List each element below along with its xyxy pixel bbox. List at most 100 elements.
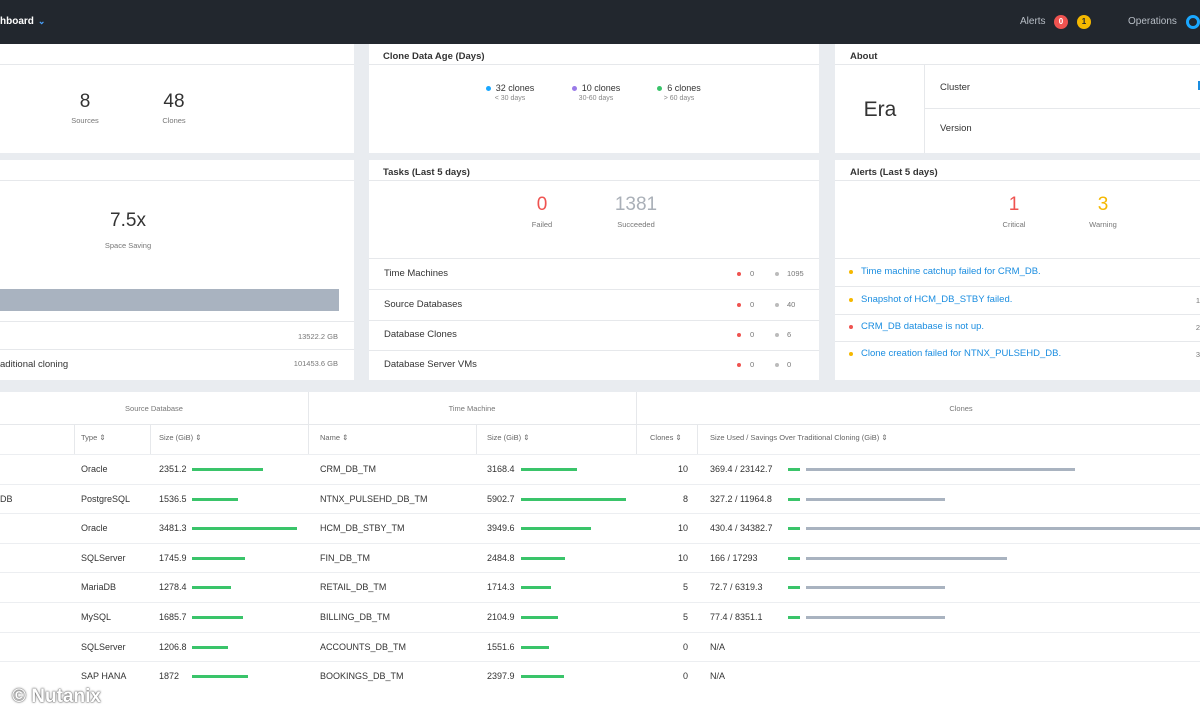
nav-label: hboard bbox=[0, 16, 34, 27]
task-succeeded-value: 6 bbox=[787, 330, 792, 339]
clones-count: 48 bbox=[163, 91, 185, 112]
db-type: MySQL bbox=[81, 612, 112, 622]
time-machine-name[interactable]: FIN_DB_TM bbox=[320, 552, 371, 563]
failed-tasks-count[interactable]: 0 bbox=[536, 194, 548, 215]
db-type: SQLServer bbox=[81, 641, 126, 652]
operations-status-icon[interactable] bbox=[1186, 15, 1200, 29]
alert-text[interactable]: Time machine catchup failed for CRM_DB. bbox=[861, 266, 1041, 277]
table-row[interactable]: MySQL 1685.7 BILLING_DB_TM 2104.9 5 77.4 / 83… bbox=[0, 602, 1200, 632]
divider bbox=[369, 320, 819, 321]
column-header-type[interactable]: Type ⇕ bbox=[81, 433, 106, 442]
table-row[interactable]: MariaDB 1278.4 RETAIL_DB_TM 1714.3 5 72.7 / 6… bbox=[0, 572, 1200, 602]
legend-dot bbox=[571, 86, 577, 92]
card-title: About bbox=[850, 51, 878, 62]
legend-sublabel: 30-60 days bbox=[578, 95, 614, 102]
task-succeeded-value: 40 bbox=[787, 300, 796, 309]
alerts-menu[interactable]: Alerts bbox=[1020, 16, 1046, 27]
tm-size: 1714.3 bbox=[487, 582, 515, 593]
succeeded-dot bbox=[775, 303, 779, 307]
savings-bar-track bbox=[0, 289, 339, 311]
space-saving-ratio: 7.5x bbox=[110, 210, 146, 231]
column-header-name[interactable]: Name ⇕ bbox=[320, 433, 349, 442]
operations-menu[interactable]: Operations bbox=[1128, 16, 1177, 27]
db-size-bar bbox=[192, 468, 263, 471]
time-machine-name[interactable]: BOOKINGS_DB_TM bbox=[320, 671, 404, 682]
era-logo: Era bbox=[863, 98, 897, 121]
succeeded-tasks-count[interactable]: 1381 bbox=[614, 194, 658, 215]
tm-size-bar bbox=[521, 468, 577, 471]
tm-size: 2104.9 bbox=[487, 612, 515, 622]
alert-time: 2 bbox=[1195, 323, 1200, 332]
tm-size-bar bbox=[521, 616, 558, 619]
size-used-bar bbox=[788, 616, 800, 619]
db-size-bar bbox=[192, 497, 238, 501]
critical-alerts-count[interactable]: 1 bbox=[1008, 194, 1020, 215]
table-row[interactable]: Oracle 3481.3 HCM_DB_STBY_TM 3949.6 10 430.4 … bbox=[0, 513, 1200, 543]
clone-count: 8 bbox=[682, 493, 688, 504]
divider bbox=[369, 350, 819, 351]
size-used-bar bbox=[788, 468, 800, 471]
summary-card: 8 Sources 48 Clones bbox=[0, 44, 354, 153]
legend-item: 6 clones > 60 days bbox=[634, 83, 724, 102]
alert-text[interactable]: Snapshot of HCM_DB_STBY failed. bbox=[861, 294, 1013, 305]
divider bbox=[636, 392, 637, 424]
clone-count: 0 bbox=[682, 671, 688, 682]
tm-size-bar bbox=[521, 556, 565, 560]
failed-tasks-label: Failed bbox=[531, 220, 553, 229]
failed-dot bbox=[737, 333, 741, 337]
failed-dot bbox=[737, 363, 741, 367]
divider bbox=[636, 424, 637, 454]
column-header-size[interactable]: Size (GiB) ⇕ bbox=[159, 433, 202, 442]
time-machine-name[interactable]: RETAIL_DB_TM bbox=[320, 582, 387, 593]
time-machine-name[interactable]: BILLING_DB_TM bbox=[320, 612, 391, 622]
cluster-link[interactable] bbox=[1198, 81, 1200, 90]
size-used-savings: 72.7 / 6319.3 bbox=[710, 582, 763, 593]
task-row-database-clones[interactable]: Database Clones 0 6 bbox=[369, 320, 818, 350]
table-row[interactable]: SAP HANA 1872 BOOKINGS_DB_TM 2397.9 0 N/A bbox=[0, 661, 1200, 691]
dashboard-nav-menu[interactable]: hboard ⌄ bbox=[0, 16, 45, 27]
alert-item[interactable]: CRM_DB database is not up. 2 bbox=[835, 314, 1200, 341]
column-header-tm-size[interactable]: Size (GiB) ⇕ bbox=[487, 433, 530, 442]
legend-sublabel: > 60 days bbox=[663, 95, 695, 102]
divider bbox=[0, 349, 354, 350]
size-used-bar bbox=[788, 586, 800, 590]
alert-item[interactable]: Clone creation failed for NTNX_PULSEHD_D… bbox=[835, 341, 1200, 368]
card-title: Tasks (Last 5 days) bbox=[383, 167, 470, 178]
task-row-source-databases[interactable]: Source Databases 0 40 bbox=[369, 290, 818, 320]
era-logo-box: Era bbox=[835, 65, 925, 153]
alert-item[interactable]: Snapshot of HCM_DB_STBY failed. 1 bbox=[835, 287, 1200, 314]
critical-alerts-badge[interactable]: 0 bbox=[1054, 15, 1068, 29]
time-machine-name[interactable]: HCM_DB_STBY_TM bbox=[320, 523, 405, 534]
critical-alerts-label: Critical bbox=[1002, 220, 1026, 229]
table-row[interactable]: DB PostgreSQL 1536.5 NTNX_PULSEHD_DB_TM 5902… bbox=[0, 483, 1200, 514]
column-header-clones[interactable]: Clones ⇕ bbox=[650, 433, 682, 442]
alert-item[interactable]: Time machine catchup failed for CRM_DB. bbox=[835, 259, 1200, 286]
task-failed-value: 0 bbox=[750, 300, 755, 309]
alert-time: 3 bbox=[1195, 350, 1200, 359]
db-size: 1206.8 bbox=[159, 641, 187, 652]
warning-dot bbox=[849, 352, 853, 356]
alert-text[interactable]: Clone creation failed for NTNX_PULSEHD_D… bbox=[861, 348, 1062, 359]
table-row[interactable]: SQLServer 1206.8 ACCOUNTS_DB_TM 1551.6 0 N/A bbox=[0, 631, 1200, 662]
time-machine-name[interactable]: NTNX_PULSEHD_DB_TM bbox=[320, 493, 428, 504]
legend-dot bbox=[657, 86, 663, 92]
card-title: Alerts (Last 5 days) bbox=[850, 167, 938, 178]
task-row-time-machines[interactable]: Time Machines 0 1095 bbox=[369, 259, 818, 289]
db-size: 3481.3 bbox=[159, 523, 187, 534]
db-size-bar bbox=[192, 527, 297, 531]
size-used-bar bbox=[788, 497, 800, 501]
sources-label: Sources bbox=[71, 116, 99, 125]
task-failed-value: 0 bbox=[750, 330, 755, 339]
table-row[interactable]: SQLServer 1745.9 FIN_DB_TM 2484.8 10 166 / 17… bbox=[0, 542, 1200, 573]
task-row-database-server-vms[interactable]: Database Server VMs 0 0 bbox=[369, 350, 818, 380]
warning-alerts-count[interactable]: 3 bbox=[1097, 194, 1109, 215]
time-machine-name[interactable]: CRM_DB_TM bbox=[320, 464, 377, 474]
alert-text[interactable]: CRM_DB database is not up. bbox=[861, 321, 985, 332]
table-row[interactable]: Oracle 2351.2 CRM_DB_TM 3168.4 10 369.4 / 231… bbox=[0, 454, 1200, 484]
task-row-label: Database Clones bbox=[384, 329, 457, 340]
column-header-size-used[interactable]: Size Used / Savings Over Traditional Clo… bbox=[710, 433, 888, 442]
legend-label: 6 clones bbox=[667, 83, 701, 93]
warning-alerts-badge[interactable]: 1 bbox=[1077, 15, 1091, 29]
time-machine-name[interactable]: ACCOUNTS_DB_TM bbox=[320, 641, 407, 652]
db-size: 1872 bbox=[159, 671, 180, 682]
